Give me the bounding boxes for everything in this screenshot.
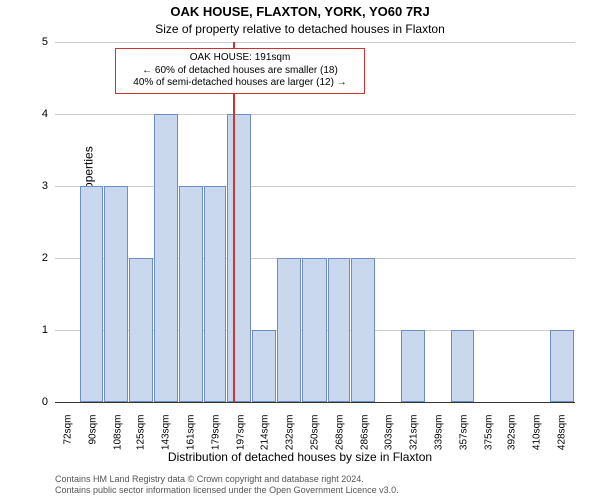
y-tick-label: 4 xyxy=(28,108,48,120)
grid-line xyxy=(55,42,575,43)
chart-subtitle: Size of property relative to detached ho… xyxy=(0,22,600,36)
y-tick-label: 2 xyxy=(28,252,48,264)
histogram-bar xyxy=(154,114,178,402)
histogram-bar xyxy=(179,186,203,402)
histogram-bar xyxy=(129,258,153,402)
chart-title: OAK HOUSE, FLAXTON, YORK, YO60 7RJ xyxy=(0,4,600,19)
histogram-bar xyxy=(80,186,103,402)
histogram-bar xyxy=(451,330,474,402)
histogram-bar xyxy=(227,114,251,402)
annotation-box: OAK HOUSE: 191sqm← 60% of detached house… xyxy=(115,48,365,94)
grid-line xyxy=(55,114,575,115)
x-axis-label: Distribution of detached houses by size … xyxy=(0,450,600,464)
histogram-bar xyxy=(277,258,301,402)
annotation-line: 40% of semi-detached houses are larger (… xyxy=(122,77,358,90)
reference-line xyxy=(233,42,235,402)
grid-line xyxy=(55,402,575,403)
grid-line xyxy=(55,186,575,187)
y-tick-label: 3 xyxy=(28,180,48,192)
y-tick-label: 1 xyxy=(28,324,48,336)
attribution-footer: Contains HM Land Registry data © Crown c… xyxy=(55,474,399,496)
annotation-line: ← 60% of detached houses are smaller (18… xyxy=(122,65,358,78)
histogram-bar xyxy=(104,186,128,402)
footer-line-2: Contains public sector information licen… xyxy=(55,485,399,496)
histogram-bar xyxy=(204,186,227,402)
footer-line-1: Contains HM Land Registry data © Crown c… xyxy=(55,474,399,485)
histogram-bar xyxy=(302,258,326,402)
histogram-bar xyxy=(401,330,425,402)
y-tick-label: 0 xyxy=(28,396,48,408)
y-tick-label: 5 xyxy=(28,36,48,48)
histogram-bar xyxy=(550,330,574,402)
annotation-line: OAK HOUSE: 191sqm xyxy=(122,52,358,65)
plot-area: OAK HOUSE: 191sqm← 60% of detached house… xyxy=(55,42,575,402)
histogram-bar xyxy=(328,258,351,402)
histogram-bar xyxy=(252,330,276,402)
histogram-bar xyxy=(351,258,375,402)
